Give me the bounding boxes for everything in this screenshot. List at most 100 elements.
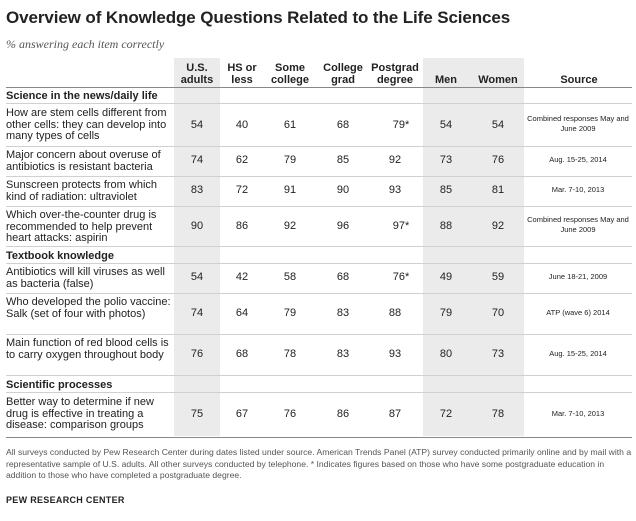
cell-source: ATP (wave 6) 2014 [546,308,610,317]
row-rule [6,206,632,207]
cell-women: 92 [491,220,505,232]
section-label: Scientific processes [6,379,113,391]
row-rule [6,176,632,177]
cell-some-college: 92 [283,220,297,232]
row-rule [6,293,632,294]
cell-us-adults: 54 [190,119,204,131]
cell-postgrad: 87 [388,408,402,420]
column-header-college-grad: College grad [323,62,363,86]
cell-college-grad: 68 [336,271,350,283]
cell-men: 80 [439,348,453,360]
table-bottom-rule [6,437,632,438]
cell-us-adults: 76 [190,348,204,360]
cell-men: 49 [439,271,453,283]
cell-postgrad: 79* [392,119,410,131]
cell-men: 79 [439,307,453,319]
row-rule [6,334,632,335]
cell-source: Combined responses May and June 2009 [527,215,629,234]
cell-source: Combined responses May and June 2009 [527,114,629,133]
row-item: Antibiotics will kill viruses as well as… [6,266,165,290]
cell-postgrad: 88 [388,307,402,319]
column-header-source: Source [560,74,598,86]
column-header-postgrad: Postgrad degree [371,62,419,86]
cell-us-adults: 74 [190,307,204,319]
row-item: Major concern about overuse of antibioti… [6,149,161,173]
page-subtitle: % answering each item correctly [6,37,165,51]
cell-men: 73 [439,154,453,166]
section-label: Textbook knowledge [6,250,114,262]
cell-us-adults: 75 [190,408,204,420]
cell-college-grad: 86 [336,408,350,420]
row-item: How are stem cells different from other … [6,107,167,142]
cell-college-grad: 83 [336,307,350,319]
cell-women: 76 [491,154,505,166]
cell-hs-or-less: 62 [235,154,249,166]
cell-postgrad: 97* [392,220,410,232]
cell-hs-or-less: 68 [235,348,249,360]
row-rule [6,375,632,376]
row-item: Better way to determine if new drug is e… [6,396,154,431]
cell-some-college: 79 [283,154,297,166]
cell-source: June 18-21, 2009 [548,272,608,281]
cell-source: Aug. 15-25, 2014 [549,155,607,164]
cell-women: 59 [491,271,505,283]
row-item: Sunscreen protects from which kind of ra… [6,179,158,203]
us-adults-column-shade [174,58,220,436]
cell-women: 54 [491,119,505,131]
cell-some-college: 91 [283,184,297,196]
row-rule [6,146,632,147]
cell-postgrad: 93 [388,348,402,360]
cell-us-adults: 74 [190,154,204,166]
source-footer: PEW RESEARCH CENTER [6,495,125,505]
cell-hs-or-less: 64 [235,307,249,319]
cell-hs-or-less: 67 [235,408,249,420]
column-header-men: Men [435,74,457,86]
cell-source: Mar. 7-10, 2013 [551,185,605,194]
section-label: Science in the news/daily life [6,90,158,102]
cell-women: 70 [491,307,505,319]
men-women-column-shade [423,58,524,436]
cell-college-grad: 68 [336,119,350,131]
section-rule [6,103,632,104]
column-header-women: Women [478,74,518,86]
row-item: Which over-the-counter drug is recommend… [6,209,157,244]
section-rule [6,392,632,393]
cell-hs-or-less: 42 [235,271,249,283]
cell-women: 78 [491,408,505,420]
cell-us-adults: 83 [190,184,204,196]
cell-us-adults: 54 [190,271,204,283]
footnote: All surveys conducted by Pew Research Ce… [6,447,632,480]
cell-men: 88 [439,220,453,232]
cell-source: Mar. 7-10, 2013 [551,409,605,418]
cell-some-college: 76 [283,408,297,420]
cell-source: Aug. 15-25, 2014 [549,349,607,358]
cell-hs-or-less: 72 [235,184,249,196]
cell-men: 72 [439,408,453,420]
cell-hs-or-less: 86 [235,220,249,232]
cell-some-college: 78 [283,348,297,360]
row-item: Main function of red blood cells is to c… [6,337,169,361]
cell-some-college: 58 [283,271,297,283]
cell-men: 85 [439,184,453,196]
cell-women: 73 [491,348,505,360]
section-rule [6,263,632,264]
cell-postgrad: 76* [392,271,410,283]
cell-some-college: 79 [283,307,297,319]
cell-postgrad: 93 [388,184,402,196]
column-header-us-adults: U.S. adults [180,62,214,86]
page-title: Overview of Knowledge Questions Related … [6,8,511,27]
cell-hs-or-less: 40 [235,119,249,131]
row-item: Who developed the polio vaccine: Salk (s… [6,296,171,320]
column-header-some-college: Some college [271,62,309,86]
cell-us-adults: 90 [190,220,204,232]
cell-college-grad: 96 [336,220,350,232]
cell-men: 54 [439,119,453,131]
row-rule [6,246,632,247]
cell-women: 81 [491,184,505,196]
column-header-hs-or-less: HS or less [227,62,257,86]
cell-some-college: 61 [283,119,297,131]
cell-college-grad: 83 [336,348,350,360]
header-rule [6,87,632,88]
cell-postgrad: 92 [388,154,402,166]
cell-college-grad: 90 [336,184,350,196]
